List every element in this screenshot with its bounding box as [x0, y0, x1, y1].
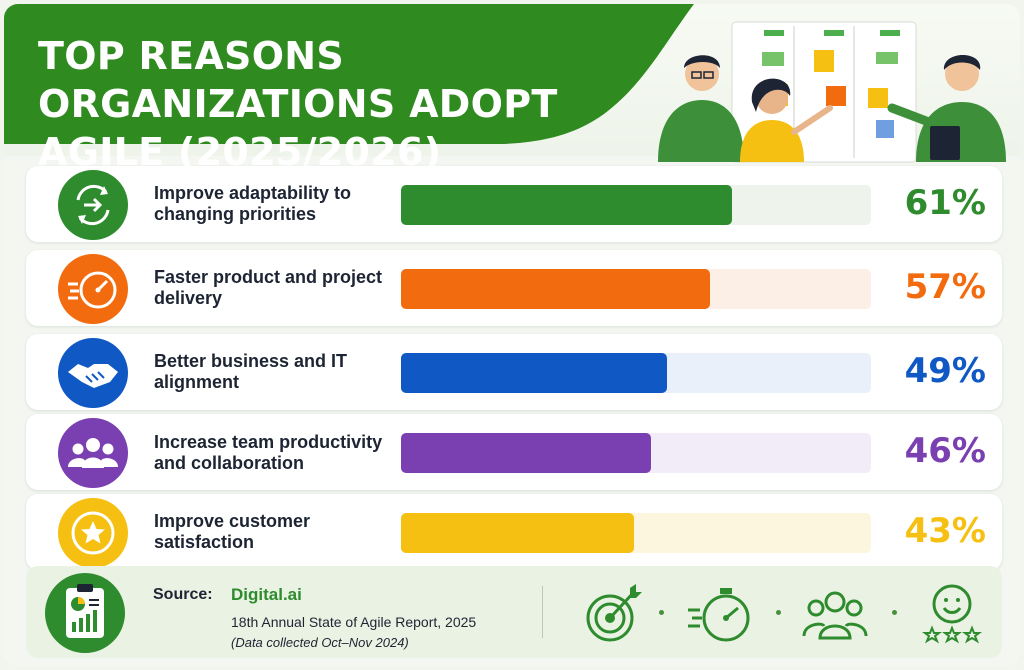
- category-label: Increase team productivity and collabora…: [154, 431, 383, 473]
- category-label: Better business and IT alignment: [154, 351, 348, 392]
- infographic: TOP REASONS ORGANIZATIONS ADOPT AGILE (2…: [4, 4, 1020, 666]
- source-footer: Source: Digital.ai 18th Annual State of …: [26, 566, 1002, 658]
- bar-track: [401, 433, 871, 473]
- team-icon: [58, 418, 128, 488]
- target-icon: [586, 584, 642, 642]
- bar-track: [401, 185, 871, 225]
- source-label: Source:: [153, 586, 213, 603]
- bar-track: [401, 353, 871, 393]
- handshake-icon: [58, 338, 128, 408]
- speedometer-icon: [58, 254, 128, 324]
- separator-dot: [776, 610, 781, 615]
- bar-row: Improve customer satisfaction 43%: [26, 494, 1002, 570]
- cycle-arrows-icon: [58, 170, 128, 240]
- smiley-stars-icon: [922, 584, 982, 644]
- bar: [401, 185, 732, 225]
- footer-divider: [542, 586, 543, 638]
- source-name: Digital.ai: [231, 585, 302, 604]
- value-label: 43%: [904, 511, 986, 551]
- value-label: 49%: [904, 351, 986, 391]
- bar-row: Better business and IT alignment 49%: [26, 334, 1002, 410]
- team-icon: [802, 591, 868, 640]
- value-label: 57%: [904, 267, 986, 307]
- value-label: 61%: [904, 183, 986, 223]
- bar-track: [401, 513, 871, 553]
- separator-dot: [892, 610, 897, 615]
- star-icon: [58, 498, 128, 568]
- team-illustration: [658, 21, 1006, 163]
- bar-track: [401, 269, 871, 309]
- bar-row: Improve adaptability to changing priorit…: [26, 166, 1002, 242]
- bar-row: Increase team productivity and collabora…: [26, 414, 1002, 490]
- page-title: TOP REASONS ORGANIZATIONS ADOPT AGILE (2…: [38, 34, 558, 174]
- category-label: Improve customer satisfaction: [154, 511, 311, 552]
- bar: [401, 269, 710, 309]
- stopwatch-icon: [688, 588, 750, 642]
- bar: [401, 433, 651, 473]
- bar-row: Faster product and project delivery 57%: [26, 250, 1002, 326]
- source-report: 18th Annual State of Agile Report, 2025: [231, 614, 477, 630]
- title-band: TOP REASONS ORGANIZATIONS ADOPT AGILE (2…: [4, 4, 704, 174]
- report-clipboard-icon: [45, 573, 125, 653]
- value-label: 46%: [904, 431, 986, 471]
- bar: [401, 353, 667, 393]
- category-label: Faster product and project delivery: [154, 267, 383, 308]
- source-note: (Data collected Oct–Nov 2024): [231, 635, 409, 650]
- bar: [401, 513, 634, 553]
- header: TOP REASONS ORGANIZATIONS ADOPT AGILE (2…: [4, 4, 1020, 174]
- category-label: Improve adaptability to changing priorit…: [154, 183, 352, 224]
- separator-dot: [659, 610, 664, 615]
